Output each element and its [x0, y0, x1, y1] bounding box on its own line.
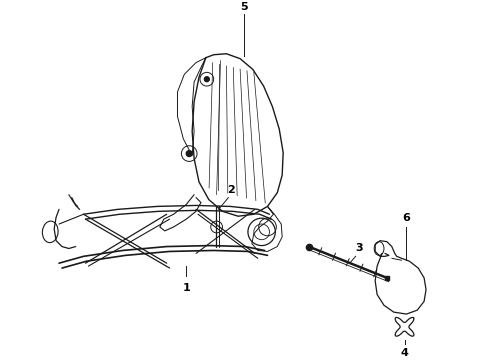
Circle shape — [186, 150, 192, 157]
Text: 3: 3 — [356, 243, 363, 253]
Text: 6: 6 — [403, 213, 411, 223]
Text: 5: 5 — [240, 2, 248, 12]
Text: 2: 2 — [227, 185, 235, 195]
Circle shape — [204, 77, 209, 82]
Text: 1: 1 — [182, 283, 190, 293]
Text: 4: 4 — [401, 348, 409, 358]
